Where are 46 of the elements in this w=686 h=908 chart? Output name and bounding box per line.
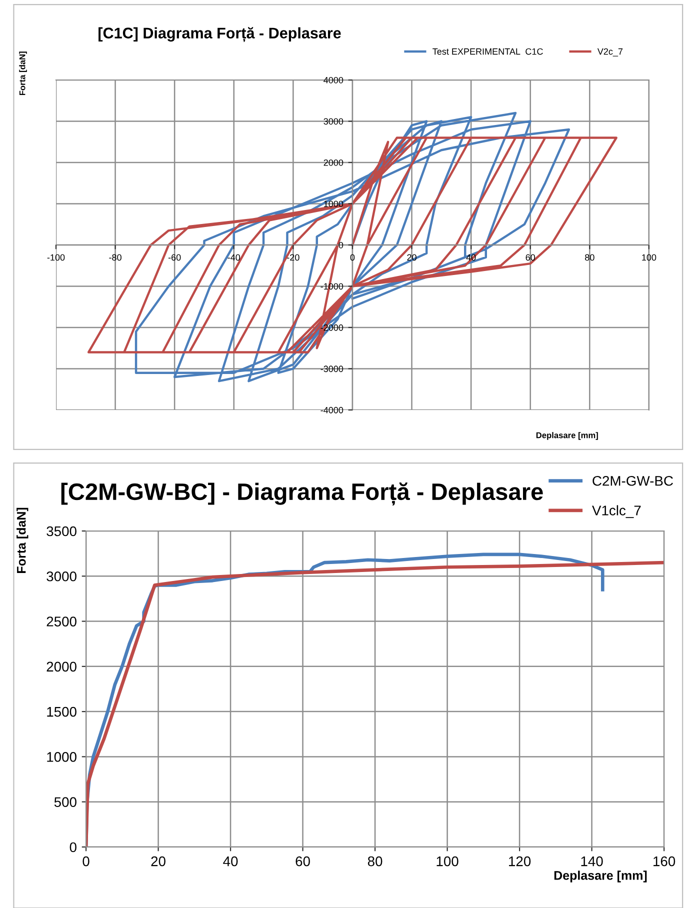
legend-label: Test EXPERIMENTAL C1C (432, 48, 543, 55)
chart-title: [C2M-GW-BC] - Diagrama Forță - Deplasare (61, 482, 543, 506)
x-tick-label: 120 (509, 856, 531, 866)
x-tick-label: 40 (223, 856, 238, 866)
y-tick-label: 0 (338, 242, 344, 248)
y-tick-label: 2000 (46, 662, 76, 672)
x-tick-label: 20 (407, 254, 416, 261)
x-tick-label: -80 (109, 254, 122, 261)
chart-title: [C1C] Diagrama Forță - Deplasare (98, 27, 341, 42)
y-tick-label: 3000 (46, 571, 76, 582)
y-axis-title: Forta [daN] (16, 508, 28, 573)
y-axis-title: Forta [daN] (19, 52, 27, 96)
line-series (87, 136, 618, 354)
x-tick-label: 80 (585, 254, 594, 261)
x-tick-label: -40 (228, 254, 240, 261)
y-tick-label: -2000 (320, 324, 344, 331)
legend-label: C2M-GW-BC (592, 476, 673, 486)
x-tick-label: 60 (296, 856, 310, 866)
x-tick-label: 0 (350, 254, 355, 261)
y-tick-label: 4000 (324, 76, 344, 84)
x-tick-label: 100 (642, 254, 656, 261)
x-axis-title: Deplasare [mm] (554, 870, 647, 882)
y-tick-label: 1000 (47, 752, 76, 762)
x-tick-label: 0 (82, 856, 90, 866)
y-tick-label: -3000 (320, 366, 344, 372)
y-tick-label: -4000 (320, 406, 344, 414)
legend-label: V2c_7 (597, 48, 623, 56)
y-tick-label: 500 (54, 797, 76, 808)
y-tick-label: 3000 (324, 118, 344, 125)
x-tick-label: 20 (151, 856, 166, 866)
x-tick-label: 60 (526, 254, 536, 261)
x-tick-label: 140 (581, 856, 603, 866)
legend-label: V1clc_7 (592, 505, 641, 518)
x-tick-label: 100 (436, 856, 458, 866)
y-tick-label: 3500 (46, 526, 76, 536)
x-tick-label: -100 (47, 254, 65, 261)
x-axis-title: Deplasare [mm] (536, 432, 598, 440)
y-tick-label: 0 (70, 842, 76, 852)
y-tick-label: 2500 (46, 616, 76, 626)
x-tick-label: 160 (654, 856, 676, 866)
x-tick-label: -60 (168, 254, 181, 261)
y-tick-label: 1500 (47, 706, 76, 717)
x-tick-label: -20 (287, 254, 300, 261)
x-tick-label: 80 (368, 856, 382, 866)
y-tick-label: 2000 (324, 159, 344, 166)
line-series (134, 112, 570, 382)
